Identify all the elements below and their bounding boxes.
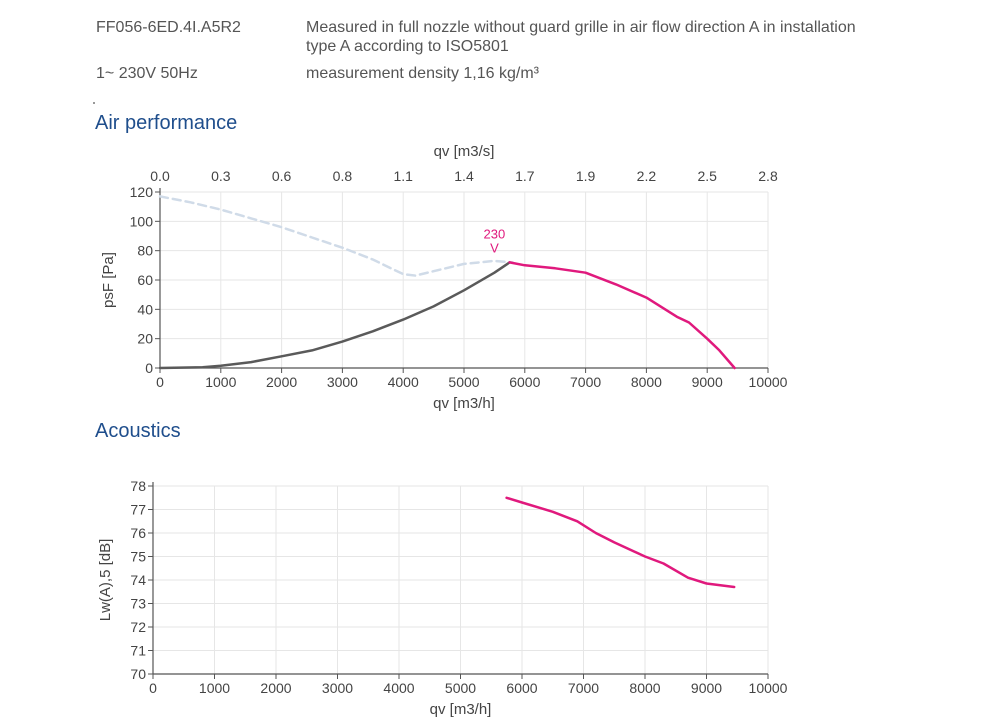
y-axis-label: Lw(A),5 [dB] — [97, 539, 114, 622]
x-tick-label: 4000 — [383, 680, 414, 696]
x-tick-label: 6000 — [506, 680, 537, 696]
x-tick-label: 10000 — [749, 374, 788, 390]
x-tick-label: 3000 — [322, 680, 353, 696]
x-tick-label: 5000 — [445, 680, 476, 696]
y-tick-label: 60 — [137, 272, 153, 288]
acoustics-chart: 0 1000 2000 3000 4000 5000 6000 7000 8000 9000 100… — [97, 478, 788, 718]
x2-tick-label: 0.3 — [211, 168, 231, 184]
y-tick-label: 72 — [130, 619, 146, 635]
y-tick-label: 77 — [130, 502, 146, 518]
x-tick-label: 3000 — [327, 374, 358, 390]
separator-dot — [93, 102, 95, 104]
y-tick-label: 120 — [130, 184, 154, 200]
y-tick-label: 20 — [137, 331, 153, 347]
y-tick-label: 78 — [130, 478, 146, 494]
operating-curve-label: 230 — [484, 226, 506, 241]
x2-tick-label: 1.1 — [393, 168, 413, 184]
air-performance-title: Air performance — [95, 112, 238, 134]
x2-tick-label: 2.5 — [697, 168, 717, 184]
x2-tick-label: 2.8 — [758, 168, 778, 184]
y-tick-label: 100 — [130, 213, 154, 229]
x-tick-label: 5000 — [448, 374, 479, 390]
measurement-density: measurement density 1,16 kg/m³ — [306, 65, 539, 82]
y-tick-label: 40 — [137, 301, 153, 317]
x2-tick-label: 0.0 — [150, 168, 170, 184]
series-line-free — [158, 195, 514, 277]
y-tick-label: 74 — [130, 572, 146, 588]
x-tick-label: 10000 — [749, 680, 788, 696]
y-tick-label: 80 — [137, 243, 153, 259]
supply-voltage: 1~ 230V 50Hz — [96, 65, 198, 82]
x-tick-label: 1000 — [205, 374, 236, 390]
y-tick-label: 76 — [130, 525, 146, 541]
series-line-operating — [508, 261, 736, 370]
measurement-conditions-line2: type A according to ISO5801 — [306, 38, 509, 55]
y-tick-label: 73 — [130, 596, 146, 612]
x-tick-label: 0 — [149, 680, 157, 696]
x-axis-label: qv [m3/h] — [433, 395, 495, 412]
x-tick-label: 2000 — [266, 374, 297, 390]
x2-tick-label: 0.6 — [272, 168, 292, 184]
air-performance-chart: 0 1000 2000 3000 4000 5000 6000 7000 8000 9000 100… — [100, 143, 788, 412]
x-tick-label: 2000 — [260, 680, 291, 696]
acoustics-title: Acoustics — [95, 420, 181, 442]
x-tick-label: 8000 — [629, 680, 660, 696]
x-tick-label: 7000 — [570, 374, 601, 390]
x-tick-label: 9000 — [692, 374, 723, 390]
x-tick-label: 4000 — [388, 374, 419, 390]
x-tick-label: 1000 — [199, 680, 230, 696]
series-line-operating — [505, 496, 736, 589]
x-tick-label: 9000 — [691, 680, 722, 696]
y-tick-label: 0 — [145, 360, 153, 376]
y-tick-label: 75 — [130, 549, 146, 565]
x-tick-label: 8000 — [631, 374, 662, 390]
measurement-conditions-line1: Measured in full nozzle without guard gr… — [306, 19, 856, 36]
y-tick-label: 71 — [130, 643, 146, 659]
x-axis-label: qv [m3/h] — [430, 701, 492, 718]
x2-axis-label: qv [m3/s] — [434, 143, 495, 160]
x2-tick-label: 1.7 — [515, 168, 535, 184]
x-tick-label: 7000 — [568, 680, 599, 696]
x2-tick-label: 2.2 — [637, 168, 657, 184]
x2-tick-label: 1.9 — [576, 168, 596, 184]
operating-curve-unit-label: V — [490, 240, 499, 255]
x-tick-label: 6000 — [509, 374, 540, 390]
model-number: FF056-6ED.4I.A5R2 — [96, 19, 241, 36]
series-line-system — [158, 261, 511, 370]
x-tick-label: 0 — [156, 374, 164, 390]
y-tick-label: 70 — [130, 666, 146, 682]
x2-tick-label: 1.4 — [454, 168, 474, 184]
x2-tick-label: 0.8 — [333, 168, 353, 184]
y-axis-label: psF [Pa] — [100, 252, 117, 308]
